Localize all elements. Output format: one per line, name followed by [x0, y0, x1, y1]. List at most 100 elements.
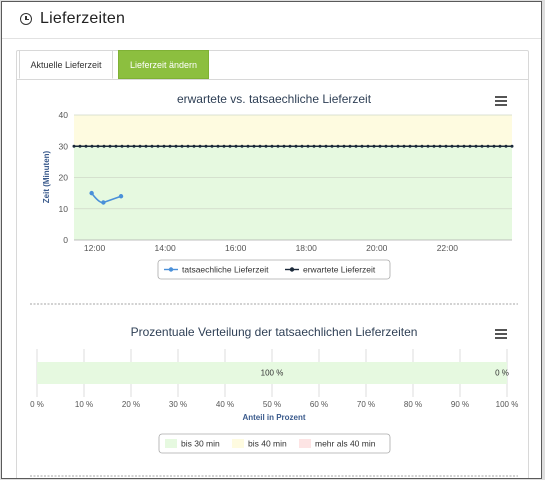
legend-label-mehr-40: mehr als 40 min [315, 439, 376, 449]
tab-lieferzeit-aendern[interactable]: Lieferzeit ändern [118, 50, 209, 79]
expected-point [300, 144, 304, 148]
actual-point [89, 190, 94, 196]
expected-point [498, 144, 502, 148]
expected-point [180, 144, 184, 148]
legend-item-bis-40[interactable]: bis 40 min [232, 439, 287, 449]
plot-band-1 [74, 115, 512, 147]
y-tick-label: 0 [63, 235, 68, 245]
expected-point [462, 144, 466, 148]
distribution-chart: Prozentuale Verteilung der tatsaechliche… [30, 325, 519, 454]
x-tick-label: 0 % [30, 400, 44, 409]
legend-label-actual: tatsaechliche Lieferzeit [182, 265, 269, 275]
expected-point [312, 144, 316, 148]
expected-point [258, 144, 262, 148]
expected-point [372, 144, 376, 148]
expected-point [102, 144, 106, 148]
delivery-time-chart: erwartete vs. tatsaechliche Lieferzeit 0… [42, 92, 514, 280]
actual-point [118, 194, 124, 199]
tab-bar: Aktuelle Lieferzeit Lieferzeit ändern [17, 50, 528, 80]
expected-point [432, 144, 436, 148]
expected-point [366, 144, 370, 148]
expected-point [162, 144, 166, 148]
expected-point [270, 144, 274, 148]
expected-point [228, 144, 232, 148]
chart2-xlabel: Anteil in Prozent [242, 413, 305, 422]
actual-point [101, 200, 106, 205]
legend-label-expected: erwartete Lieferzeit [303, 265, 376, 275]
x-tick-label: 10 % [75, 400, 93, 409]
legend-label-bis-30: bis 30 min [181, 439, 220, 449]
chart1-title: erwartete vs. tatsaechliche Lieferzeit [177, 92, 372, 106]
expected-point [126, 144, 130, 148]
bar-data-label: 0 % [495, 369, 509, 378]
tab-aktuelle-lieferzeit[interactable]: Aktuelle Lieferzeit [19, 50, 113, 79]
expected-point [510, 144, 514, 148]
expected-point [144, 144, 148, 148]
x-tick-label: 50 % [263, 400, 281, 409]
x-tick-label: 60 % [310, 400, 328, 409]
expected-point [504, 144, 508, 148]
y-tick-label: 20 [59, 173, 69, 183]
expected-point [96, 144, 100, 148]
hamburger-menu-icon[interactable] [495, 329, 507, 339]
legend-label-bis-40: bis 40 min [248, 439, 287, 449]
expected-point [186, 144, 190, 148]
expected-point [216, 144, 220, 148]
expected-point [120, 144, 124, 148]
expected-point [348, 144, 352, 148]
expected-point [240, 144, 244, 148]
expected-point [72, 144, 76, 148]
expected-point [222, 144, 226, 148]
expected-point [78, 144, 82, 148]
x-tick-label: 70 % [357, 400, 375, 409]
expected-point [378, 144, 382, 148]
x-tick-label: 18:00 [296, 243, 318, 253]
expected-point [318, 144, 322, 148]
expected-point [360, 144, 364, 148]
x-tick-label: 90 % [451, 400, 469, 409]
x-tick-label: 40 % [216, 400, 234, 409]
x-tick-label: 22:00 [437, 243, 459, 253]
expected-point [210, 144, 214, 148]
expected-point [90, 144, 94, 148]
expected-point [252, 144, 256, 148]
expected-point [384, 144, 388, 148]
legend-item-expected[interactable]: erwartete Lieferzeit [285, 265, 376, 275]
expected-point [276, 144, 280, 148]
expected-point [294, 144, 298, 148]
expected-point [486, 144, 490, 148]
legend-item-actual[interactable]: tatsaechliche Lieferzeit [164, 265, 269, 275]
x-tick-label: 100 % [496, 400, 519, 409]
expected-point [390, 144, 394, 148]
expected-point [198, 144, 202, 148]
chart1-legend: tatsaechliche Lieferzeit erwartete Liefe… [157, 259, 391, 280]
expected-point [468, 144, 472, 148]
expected-point [336, 144, 340, 148]
x-tick-label: 80 % [404, 400, 422, 409]
bar-segment [37, 362, 507, 384]
plot-band-0 [74, 146, 512, 240]
expected-point [174, 144, 178, 148]
hamburger-menu-icon[interactable] [495, 96, 507, 106]
expected-point [234, 144, 238, 148]
expected-point [438, 144, 442, 148]
page-header: Lieferzeiten [2, 2, 541, 39]
x-tick-label: 14:00 [154, 243, 176, 253]
clock-icon [20, 13, 32, 25]
tab-panel: Aktuelle Lieferzeit Lieferzeit ändern [16, 50, 529, 478]
legend-item-mehr-40[interactable]: mehr als 40 min [299, 439, 376, 449]
expected-point [420, 144, 424, 148]
legend-item-bis-30[interactable]: bis 30 min [165, 439, 220, 449]
expected-point [192, 144, 196, 148]
expected-point [330, 144, 334, 148]
expected-point [342, 144, 346, 148]
x-tick-label: 20 % [122, 400, 140, 409]
expected-point [306, 144, 310, 148]
expected-point [264, 144, 268, 148]
expected-point [414, 144, 418, 148]
x-tick-label: 30 % [169, 400, 187, 409]
expected-point [114, 144, 118, 148]
expected-point [246, 144, 250, 148]
